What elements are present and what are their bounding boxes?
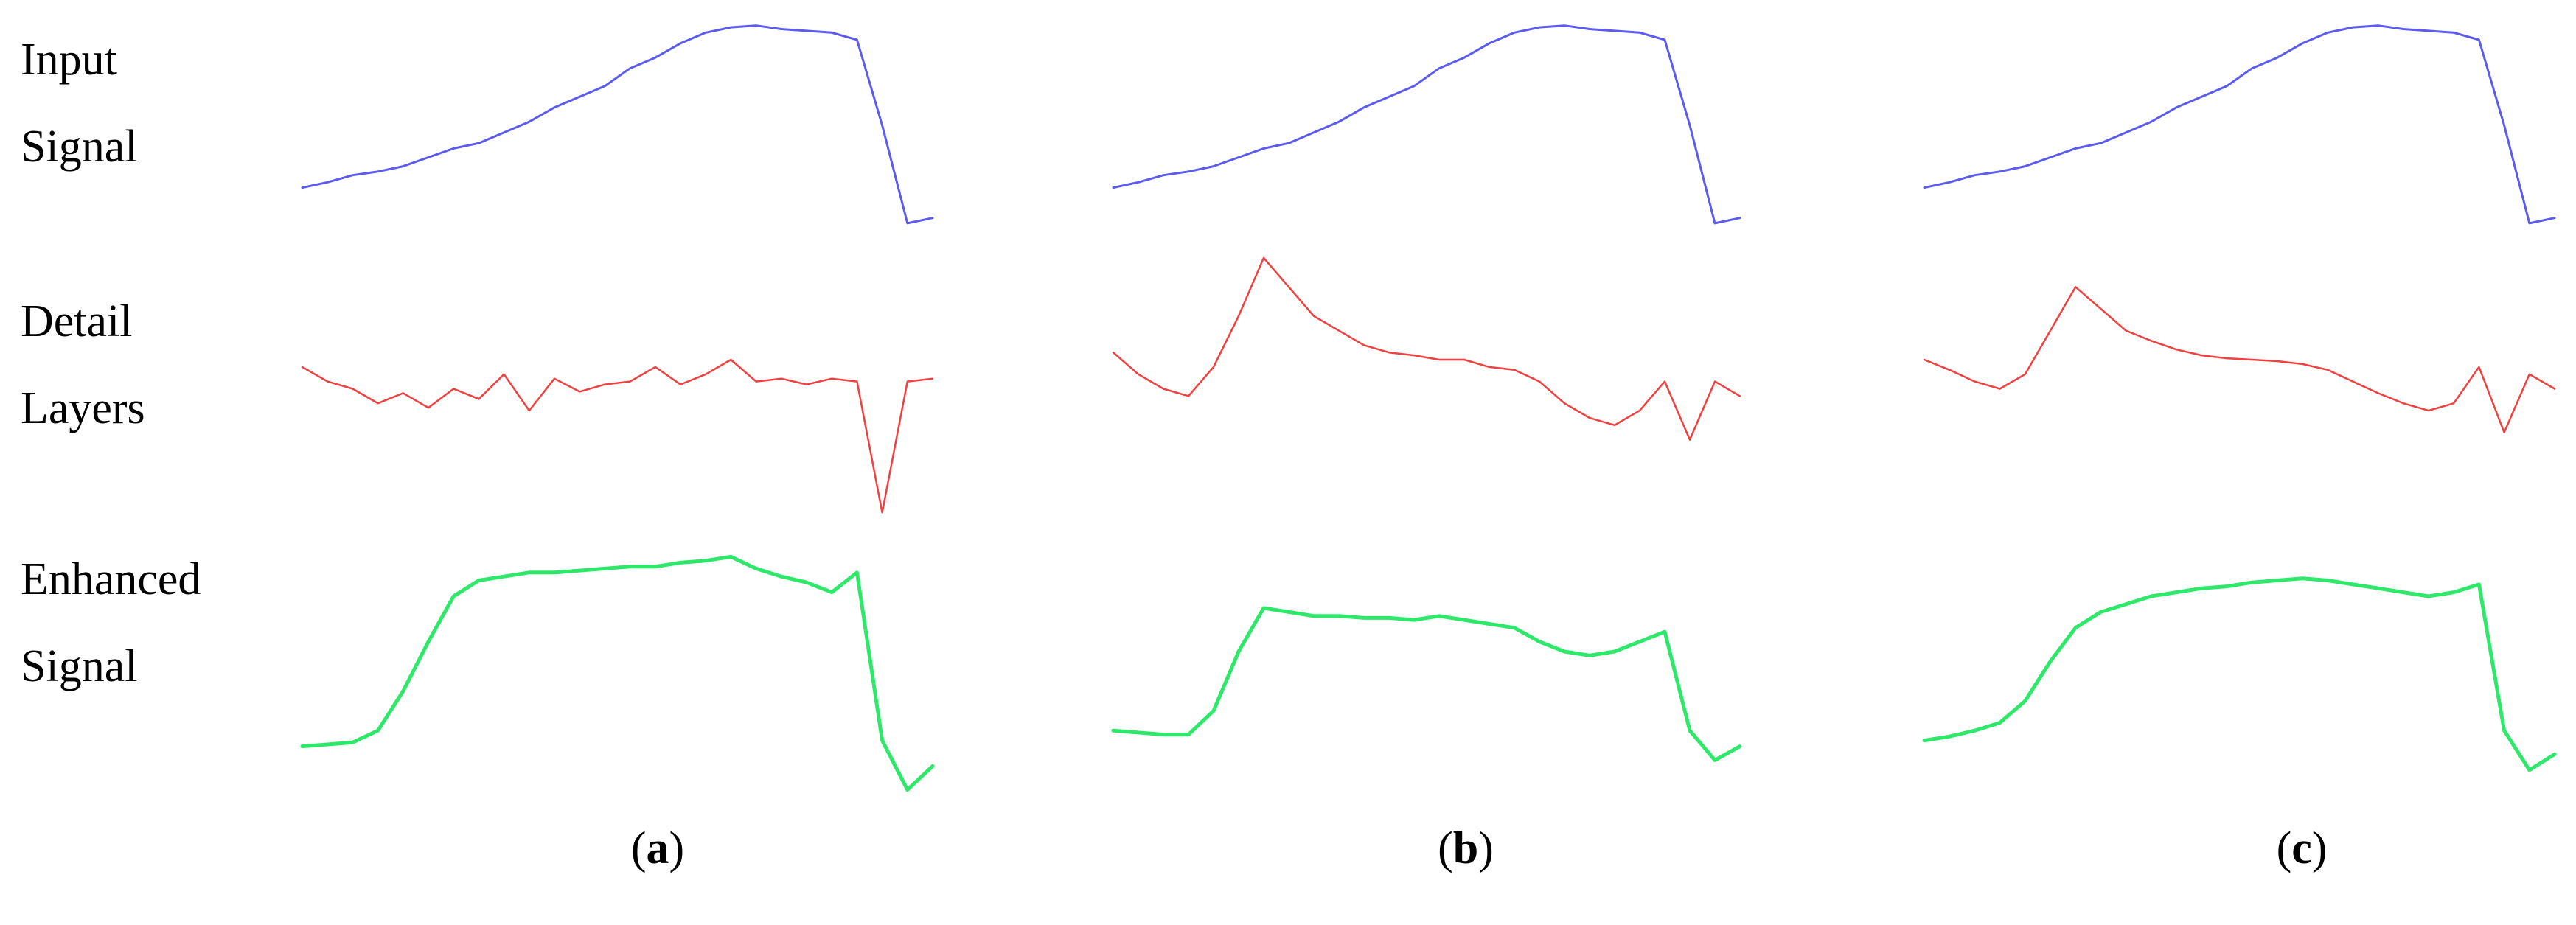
- series-line-detail-panel-b: [1112, 256, 1741, 441]
- panel-letter-a: a: [646, 823, 669, 873]
- row-label-input-line1: Input: [21, 35, 117, 85]
- series-line-detail-panel-a: [301, 358, 934, 514]
- panel-label-b: (b): [1438, 823, 1494, 873]
- row-label-detail-line2: Layers: [21, 383, 145, 433]
- panel-letter-c: c: [2291, 823, 2312, 873]
- series-line-detail-panel-c: [1923, 286, 2556, 433]
- series-line-input-panel-b: [1112, 24, 1741, 225]
- row-label-input-line2: Signal: [21, 122, 138, 172]
- row-label-enhanced-line1: Enhanced: [21, 554, 201, 604]
- series-line-input-panel-a: [301, 24, 934, 225]
- panel-label-a: (a): [630, 823, 685, 873]
- panel-label-c: (c): [2276, 823, 2328, 873]
- row-label-enhanced-line2: Signal: [21, 641, 138, 691]
- series-line-input-panel-c: [1923, 24, 2556, 225]
- series-line-enhanced-panel-b: [1111, 606, 1742, 762]
- panel-letter-b: b: [1452, 823, 1479, 873]
- series-line-enhanced-panel-c: [1922, 576, 2557, 772]
- series-line-enhanced-panel-a: [300, 554, 935, 792]
- row-label-detail-line1: Detail: [21, 296, 133, 346]
